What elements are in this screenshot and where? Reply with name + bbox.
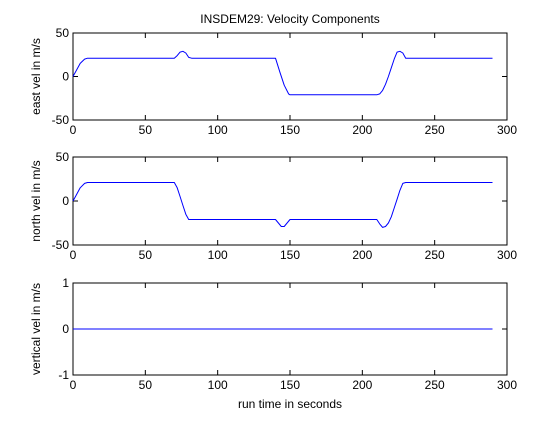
x-axis-label: run time in seconds bbox=[238, 397, 342, 411]
x-tick-label: 0 bbox=[70, 248, 77, 262]
y-tick-label: 0 bbox=[62, 322, 69, 336]
x-tick-label: 50 bbox=[139, 378, 153, 392]
x-tick-label: 150 bbox=[280, 378, 300, 392]
y-axis-label: vertical vel in m/s bbox=[29, 283, 43, 375]
y-axis-label: north vel in m/s bbox=[29, 160, 43, 241]
axes-frame bbox=[72, 32, 508, 121]
x-tick-label: 300 bbox=[497, 123, 517, 137]
x-tick-label: 0 bbox=[70, 123, 77, 137]
x-tick-label: 250 bbox=[425, 248, 445, 262]
y-tick-label: 50 bbox=[56, 26, 70, 40]
x-tick-label: 50 bbox=[139, 123, 153, 137]
y-tick-label: 0 bbox=[62, 194, 69, 208]
x-tick-label: 100 bbox=[208, 123, 228, 137]
y-tick-label: -1 bbox=[58, 368, 69, 382]
x-tick-label: 150 bbox=[280, 123, 300, 137]
series-line bbox=[72, 182, 493, 228]
y-tick-label: -50 bbox=[52, 113, 70, 127]
y-tick-label: -50 bbox=[52, 238, 70, 252]
y-tick-label: 50 bbox=[56, 150, 70, 164]
x-tick-label: 100 bbox=[208, 248, 228, 262]
y-tick-label: 1 bbox=[62, 276, 69, 290]
x-tick-label: 100 bbox=[208, 378, 228, 392]
x-tick-label: 200 bbox=[352, 378, 372, 392]
figure-title: INSDEM29: Velocity Components bbox=[200, 12, 379, 26]
x-tick-label: 150 bbox=[280, 248, 300, 262]
x-tick-label: 200 bbox=[352, 248, 372, 262]
x-tick-label: 250 bbox=[425, 378, 445, 392]
x-tick-label: 0 bbox=[70, 378, 77, 392]
y-tick-label: 0 bbox=[62, 70, 69, 84]
x-tick-label: 50 bbox=[139, 248, 153, 262]
series-line bbox=[72, 50, 493, 96]
x-tick-label: 300 bbox=[497, 378, 517, 392]
y-axis-label: east vel in m/s bbox=[29, 38, 43, 115]
axes-frame bbox=[72, 156, 508, 246]
x-tick-label: 200 bbox=[352, 123, 372, 137]
x-tick-label: 250 bbox=[425, 123, 445, 137]
x-tick-label: 300 bbox=[497, 248, 517, 262]
